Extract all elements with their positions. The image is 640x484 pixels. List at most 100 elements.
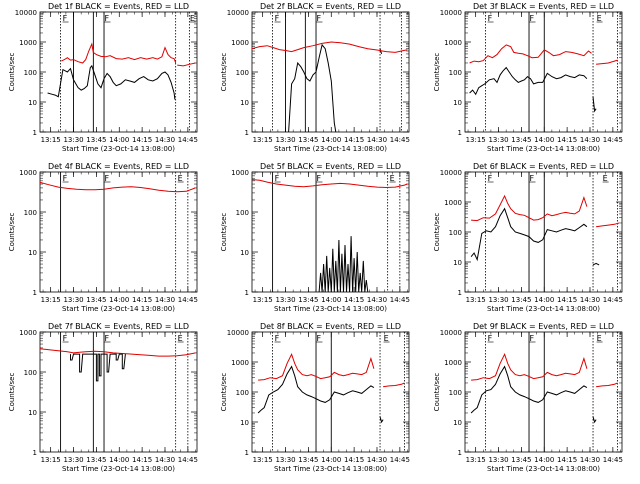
y-tick-label: 1000 <box>19 329 37 337</box>
series-lld2 <box>383 382 405 388</box>
x-tick-label: 14:45 <box>390 136 410 144</box>
series-events <box>470 365 588 414</box>
x-tick-label: 14:30 <box>580 456 600 464</box>
x-tick-label: 14:45 <box>178 456 198 464</box>
plot-frame <box>464 11 623 133</box>
x-axis-label: Start Time (23-Oct-14 13:08:00) <box>62 145 175 153</box>
y-tick-label: 100 <box>449 389 462 397</box>
x-tick-label: 14:00 <box>109 296 129 304</box>
series-events <box>470 207 588 262</box>
y-tick-label: 1 <box>458 289 462 297</box>
panel-title: Det 6f BLACK = Events, RED = LLD <box>473 162 614 171</box>
x-tick-label: 13:45 <box>511 136 531 144</box>
panel-title: Det 7f BLACK = Events, RED = LLD <box>48 322 189 331</box>
panel-det-4: Det 4f BLACK = Events, RED = LLD 1 10 100 10… <box>8 162 198 313</box>
x-tick-label: 13:45 <box>86 296 106 304</box>
y-tick-label: 10 <box>240 249 249 257</box>
series-events <box>288 43 337 133</box>
panel-title: Det 9f BLACK = Events, RED = LLD <box>473 322 614 331</box>
series-events2 <box>592 96 597 113</box>
y-tick-label: 1000 <box>444 199 462 207</box>
y-tick-label: 10 <box>453 419 462 427</box>
x-tick-label: 14:15 <box>132 296 152 304</box>
x-tick-label: 14:00 <box>321 296 341 304</box>
x-tick-label: 13:45 <box>298 296 318 304</box>
marker-label: F <box>104 174 109 183</box>
marker-label: E <box>603 174 608 183</box>
series-lld <box>61 42 177 64</box>
y-tick-label: 10000 <box>227 329 249 337</box>
x-tick-label: 14:45 <box>603 456 623 464</box>
y-axis-label: Counts/sec <box>220 53 228 92</box>
y-tick-label: 10 <box>453 99 462 107</box>
y-tick-label: 1 <box>33 289 37 297</box>
x-tick-label: 14:00 <box>321 456 341 464</box>
y-tick-label: 1000 <box>231 39 249 47</box>
marker-label: F <box>488 334 493 343</box>
y-tick-label: 10 <box>240 419 249 427</box>
x-tick-label: 13:15 <box>466 456 486 464</box>
y-tick-label: 100 <box>236 69 249 77</box>
marker-label: E <box>190 14 195 23</box>
y-tick-label: 1000 <box>231 169 249 177</box>
series-lld2 <box>177 62 196 67</box>
x-tick-label: 13:45 <box>86 136 106 144</box>
y-tick-label: 10 <box>28 99 37 107</box>
series-dips <box>70 353 126 382</box>
x-tick-label: 13:30 <box>63 456 83 464</box>
series-lld2 <box>596 59 618 65</box>
x-tick-label: 14:45 <box>603 136 623 144</box>
x-tick-label: 14:45 <box>178 136 198 144</box>
y-tick-label: 10 <box>453 259 462 267</box>
y-tick-label: 10000 <box>440 9 462 17</box>
x-tick-label: 13:15 <box>41 296 61 304</box>
x-tick-label: 14:00 <box>109 136 129 144</box>
plot-frame <box>39 11 198 133</box>
y-tick-label: 10000 <box>440 169 462 177</box>
x-axis-label: Start Time (23-Oct-14 13:08:00) <box>487 145 600 153</box>
plot-frame <box>464 331 623 453</box>
panel-det-9: Det 9f BLACK = Events, RED = LLD 1 10 100 10… <box>433 322 623 473</box>
y-tick-label: 1000 <box>19 169 37 177</box>
panel-title: Det 5f BLACK = Events, RED = LLD <box>260 162 401 171</box>
x-tick-label: 14:30 <box>155 296 175 304</box>
y-axis-label: Counts/sec <box>433 213 441 252</box>
series-lld <box>258 352 375 381</box>
y-tick-label: 100 <box>236 389 249 397</box>
x-tick-label: 14:45 <box>390 456 410 464</box>
x-tick-label: 14:00 <box>534 296 554 304</box>
x-tick-label: 13:45 <box>298 136 318 144</box>
panel-title: Det 3f BLACK = Events, RED = LLD <box>473 2 614 11</box>
series-lld <box>251 41 408 53</box>
y-tick-label: 10000 <box>227 9 249 17</box>
plot-frame <box>251 331 410 453</box>
x-tick-label: 13:30 <box>488 456 508 464</box>
x-tick-label: 14:30 <box>155 136 175 144</box>
series-events2 <box>592 416 597 424</box>
panel-det-3: Det 3f BLACK = Events, RED = LLD 1 10 100 10… <box>433 2 623 153</box>
series-lld <box>39 181 196 193</box>
series-events <box>318 236 369 293</box>
x-tick-label: 14:45 <box>603 296 623 304</box>
plot-frame <box>39 331 198 453</box>
panel-det-8: Det 8f BLACK = Events, RED = LLD 1 10 100 10… <box>220 322 410 473</box>
x-tick-label: 14:45 <box>390 296 410 304</box>
series-events <box>47 64 176 100</box>
y-tick-label: 1000 <box>19 39 37 47</box>
x-tick-label: 14:30 <box>367 136 387 144</box>
x-axis-label: Start Time (23-Oct-14 13:08:00) <box>62 465 175 473</box>
y-tick-label: 1 <box>458 129 462 137</box>
y-tick-label: 100 <box>24 69 37 77</box>
y-tick-label: 100 <box>236 209 249 217</box>
x-tick-label: 13:15 <box>253 296 273 304</box>
panel-det-7: Det 7f BLACK = Events, RED = LLD 1 10 100 10… <box>8 322 198 473</box>
marker-label: F <box>316 174 321 183</box>
plot-frame <box>251 11 410 133</box>
x-tick-label: 13:15 <box>466 296 486 304</box>
series-events2 <box>379 416 384 424</box>
x-tick-label: 14:15 <box>132 136 152 144</box>
x-axis-label: Start Time (23-Oct-14 13:08:00) <box>487 305 600 313</box>
y-axis-label: Counts/sec <box>8 53 16 92</box>
marker-label: E <box>384 334 389 343</box>
